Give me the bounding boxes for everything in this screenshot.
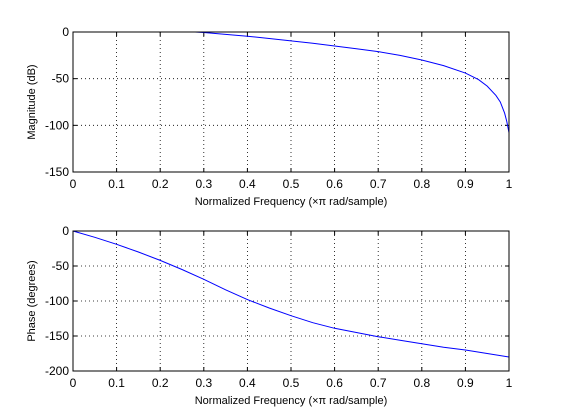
phase-axes: 0 0.1 0.2 0.3 0.4 0.5 0.6 0.7 0.8 0.9 1 -200 -150 -10…: [26, 224, 513, 407]
phase-x-tick-label: 0.9: [457, 376, 474, 390]
phase-x-tick-label: 0.3: [195, 376, 212, 390]
magnitude-x-axis-label: Normalized Frequency (×π rad/sample): [195, 196, 388, 208]
phase-response-line: [72, 230, 510, 358]
magnitude-y-tick-label: -150: [45, 165, 69, 179]
phase-x-tick-label: 0.8: [413, 376, 430, 390]
magnitude-x-tick-label: 0.9: [457, 177, 474, 191]
magnitude-x-tick-label: 0: [70, 177, 77, 191]
magnitude-x-tick-label: 0.6: [326, 177, 343, 191]
phase-x-tick-label: 0.5: [283, 376, 300, 390]
phase-x-axis-label: Normalized Frequency (×π rad/sample): [195, 395, 388, 407]
phase-y-tick-label: 0: [62, 224, 69, 238]
phase-y-tick-label: -150: [45, 329, 69, 343]
phase-y-tick-label: -100: [45, 294, 69, 308]
phase-x-tick-label: 0.1: [108, 376, 125, 390]
phase-y-axis-label: Phase (degrees): [26, 260, 38, 341]
magnitude-y-axis-label: Magnitude (dB): [26, 64, 38, 139]
magnitude-x-tick-label: 0.8: [413, 177, 430, 191]
phase-x-tick-label: 0.2: [152, 376, 169, 390]
phase-x-tick-label: 1: [506, 376, 513, 390]
phase-y-tick-label: -50: [52, 259, 70, 273]
magnitude-x-tick-label: 0.4: [239, 177, 256, 191]
magnitude-x-tick-label: 0.1: [108, 177, 125, 191]
phase-x-tick-label: 0: [70, 376, 77, 390]
magnitude-x-tick-label: 0.5: [283, 177, 300, 191]
magnitude-x-tick-label: 0.7: [370, 177, 387, 191]
magnitude-y-tick-label: -100: [45, 118, 69, 132]
magnitude-x-tick-label: 0.2: [152, 177, 169, 191]
magnitude-axes-frame: [72, 31, 510, 173]
phase-x-tick-label: 0.4: [239, 376, 256, 390]
magnitude-response-line: [195, 31, 510, 133]
phase-x-tick-label: 0.7: [370, 376, 387, 390]
magnitude-y-tick-label: 0: [62, 25, 69, 39]
phase-x-tick-label: 0.6: [326, 376, 343, 390]
phase-axes-frame: [72, 230, 510, 372]
magnitude-x-tick-label: 1: [506, 177, 513, 191]
magnitude-x-tick-label: 0.3: [195, 177, 212, 191]
magnitude-y-tick-label: -50: [52, 72, 70, 86]
magnitude-axes: 0 0.1 0.2 0.3 0.4 0.5 0.6 0.7 0.8 0.9 1 -150 -100 -50…: [26, 25, 513, 208]
phase-y-tick-label: -200: [45, 364, 69, 378]
